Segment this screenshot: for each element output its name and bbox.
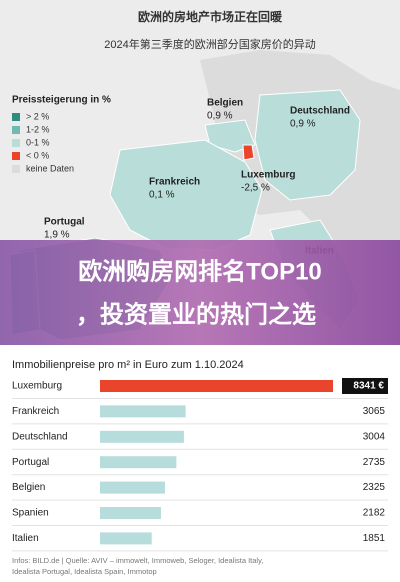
legend-label: keine Daten (26, 163, 74, 173)
map-subtitle: 2024年第三季度的欧洲部分国家房价的异动 (104, 37, 315, 51)
value-label: 8341 € (353, 381, 384, 392)
footer-line: Idealista Portugal, Idealista Spain, Imm… (12, 567, 157, 576)
legend-swatch (12, 113, 20, 121)
legend-swatch (12, 139, 20, 147)
bar (100, 507, 161, 519)
value-label: 2182 (363, 508, 386, 519)
banner-line: ，投资置业的热门之选 (76, 300, 316, 328)
legend-swatch (12, 126, 20, 134)
luxembourg (242, 144, 255, 161)
bar (100, 380, 333, 392)
map-title: 欧洲的房地产市场正在回暖 (138, 9, 283, 24)
country-name: Belgien (207, 98, 243, 109)
country-name: Deutschland (290, 106, 350, 117)
bar (100, 430, 184, 443)
category-label: Belgien (12, 482, 45, 493)
legend-label: 1-2 % (26, 124, 50, 134)
country-name: Portugal (44, 217, 85, 228)
category-label: Frankreich (12, 406, 59, 417)
value-label: 2325 (363, 482, 386, 493)
legend-swatch (12, 152, 20, 160)
value-label: 3065 (363, 406, 386, 417)
country-name: Luxemburg (241, 170, 295, 181)
country-value: 0,9 % (207, 111, 233, 122)
category-label: Spanien (12, 508, 49, 519)
bar (100, 405, 186, 418)
legend: Preissteigerung in % > 2 % 1-2 % 0-1 % < 0 … (12, 95, 111, 173)
bar (100, 532, 152, 545)
bar (100, 456, 177, 469)
country-value: 0,9 % (290, 119, 316, 130)
legend-label: < 0 % (26, 150, 49, 160)
category-label: Deutschland (12, 431, 68, 442)
banner (0, 240, 400, 345)
footer-line: Infos: BILD.de | Quelle: AVIV – immowelt… (12, 556, 263, 565)
country-value: 0,1 % (149, 190, 175, 201)
category-label: Italien (12, 533, 39, 544)
legend-swatch (12, 165, 20, 173)
chart-title: Immobilienpreise pro m² in Euro zum 1.10… (12, 359, 244, 371)
value-label-box (342, 378, 388, 394)
bar (100, 481, 165, 494)
map-labels: Belgien 0,9 % Deutschland 0,9 % Frankreich 0,… (44, 98, 350, 257)
bar-chart: Luxemburg 8341 € Frankreich 3065 Deutschland… (12, 378, 388, 552)
value-label: 1851 (363, 533, 386, 544)
value-label: 3004 (363, 431, 386, 442)
banner-line: 欧洲购房网排名TOP10 (78, 257, 322, 285)
germany (254, 89, 361, 201)
category-label: Portugal (12, 457, 49, 468)
legend-label: 0-1 % (26, 137, 50, 147)
legend-title: Preissteigerung in % (12, 95, 111, 106)
country-value: 1,9 % (44, 230, 70, 241)
legend-label: > 2 % (26, 111, 49, 121)
value-label: 2735 (363, 457, 386, 468)
category-label: Luxemburg (12, 381, 62, 392)
country-value: -2,5 % (241, 183, 270, 194)
country-name: Frankreich (149, 177, 200, 188)
